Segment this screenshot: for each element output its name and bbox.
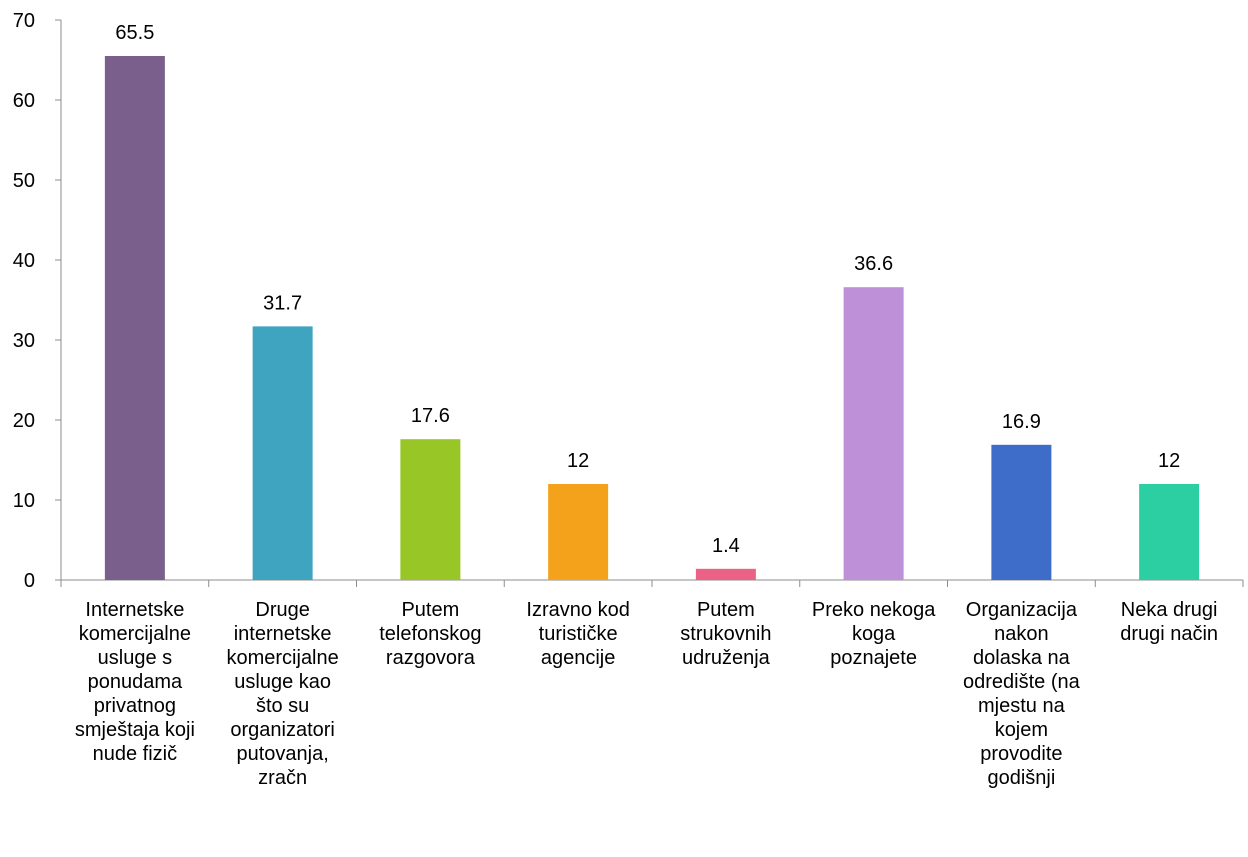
x-tick-label: Putem telefonskog razgovora (379, 599, 482, 669)
y-tick-label: 40 (13, 250, 35, 272)
x-tick-label: Preko nekoga koga poznajete (811, 599, 936, 669)
x-tick-label: Druge internetske komercijalne usluge ka… (226, 599, 339, 789)
bar (843, 287, 904, 580)
bar (400, 439, 461, 580)
y-tick-label: 20 (13, 410, 35, 432)
x-tick-label: Organizacija nakon dolaska na odredište … (963, 599, 1080, 789)
bar (991, 444, 1052, 580)
data-label: 12 (1158, 450, 1180, 472)
bar (695, 568, 756, 580)
y-tick-label: 30 (13, 330, 35, 352)
bar (252, 326, 313, 580)
y-tick-label: 60 (13, 90, 35, 112)
data-label: 65.5 (115, 22, 154, 44)
data-label: 36.6 (854, 253, 893, 275)
data-label: 17.6 (411, 405, 450, 427)
x-tick-label: Internetske komercijalne usluge s ponuda… (74, 599, 195, 765)
bar (104, 56, 165, 580)
data-label: 12 (567, 450, 589, 472)
y-tick-label: 50 (13, 170, 35, 192)
bar (548, 484, 609, 580)
x-tick-label: Neka drugi drugi način (1120, 599, 1219, 645)
x-tick-label: Izravno kod turističke agencije (526, 599, 630, 669)
y-tick-label: 0 (24, 570, 35, 592)
data-label: 1.4 (712, 535, 740, 557)
y-tick-label: 70 (13, 10, 35, 32)
x-tick-label: Putem strukovnih udruženja (680, 599, 772, 669)
y-tick-label: 10 (13, 490, 35, 512)
bar (1139, 484, 1200, 580)
data-label: 16.9 (1002, 411, 1041, 433)
data-label: 31.7 (263, 292, 302, 314)
chart-canvas: 0 10 20 30 40 50 60 70 65.5 31.7 17.6 12 1.4 36.6 16.9… (13, 10, 1244, 592)
